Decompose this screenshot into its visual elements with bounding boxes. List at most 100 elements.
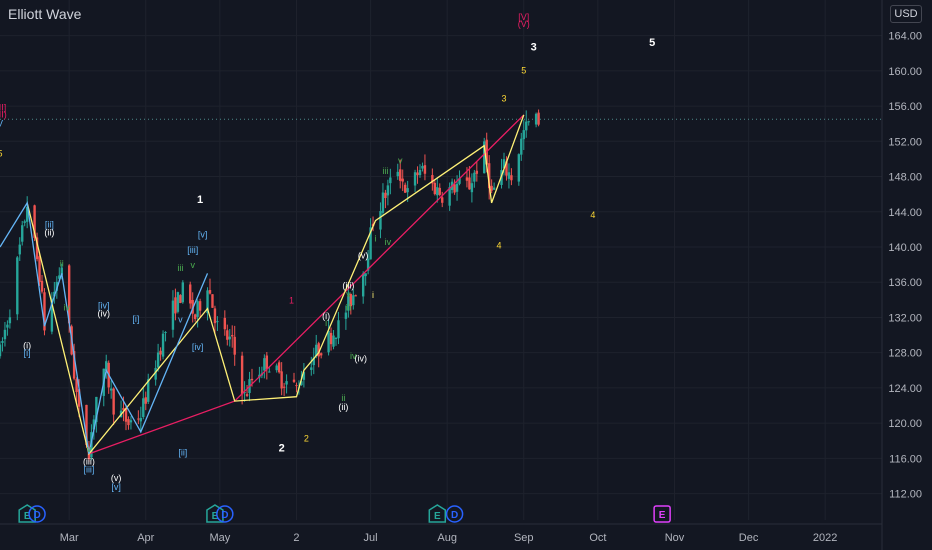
earnings-marker[interactable]: E [206, 504, 224, 523]
candle [164, 331, 167, 342]
candle [263, 354, 266, 379]
candle [337, 311, 340, 345]
wave-label: iii [345, 302, 351, 312]
candle [431, 168, 434, 191]
candle [310, 356, 313, 376]
candle [159, 347, 162, 361]
svg-text:E: E [659, 510, 666, 521]
candle [277, 360, 281, 374]
y-tick-label: 116.00 [889, 453, 922, 465]
candle [124, 405, 128, 431]
candle [455, 175, 459, 201]
candle [6, 320, 9, 336]
y-tick-label: 132.00 [888, 312, 922, 324]
candle [354, 294, 357, 297]
wave-label: v [398, 155, 403, 165]
candle [473, 169, 476, 188]
candle [517, 153, 521, 186]
candle [25, 196, 29, 229]
wave-label: (iii) [342, 280, 354, 290]
wave-label: [i] [132, 314, 139, 324]
candle [8, 309, 12, 329]
candle [228, 329, 231, 347]
candle [347, 288, 350, 318]
x-tick-label: Apr [137, 532, 154, 544]
candle [295, 382, 298, 393]
earnings-marker[interactable]: E [428, 504, 447, 523]
candle [147, 373, 150, 404]
candle [403, 182, 407, 193]
candle [507, 163, 511, 189]
wave-label: (v) [358, 250, 369, 260]
dividend-marker[interactable]: D [28, 505, 46, 523]
candle [211, 294, 214, 308]
y-tick-label: 128.00 [888, 348, 922, 360]
candle [361, 271, 365, 304]
chart-title: Elliott Wave [8, 6, 82, 22]
candle [413, 169, 417, 192]
candle [520, 132, 523, 161]
wave-label: (iv) [98, 309, 111, 319]
candle [35, 232, 39, 262]
wave-label: (i) [322, 311, 330, 321]
candle [381, 183, 385, 217]
candle [522, 119, 525, 150]
wave-label: 1 [289, 295, 294, 305]
wave-label: (i) [23, 340, 31, 350]
candle [50, 292, 54, 335]
earnings-marker[interactable]: E [653, 505, 671, 523]
wave-label: iii [382, 166, 388, 176]
dividend-marker[interactable]: D [216, 505, 234, 523]
y-tick-label: 152.00 [888, 136, 922, 148]
candle [490, 179, 493, 194]
currency-button[interactable]: USD [890, 5, 922, 23]
candle [171, 290, 175, 338]
y-tick-label: 112.00 [889, 489, 922, 501]
svg-text:E: E [24, 511, 31, 522]
dividend-marker[interactable]: D [445, 505, 464, 523]
wave-line-primary[interactable] [26, 114, 525, 456]
x-tick-label: 2 [293, 532, 299, 544]
wave-label: 3 [501, 94, 506, 104]
candle [105, 354, 108, 379]
y-tick-label: 140.00 [888, 242, 922, 254]
wave-label: ii [60, 258, 64, 268]
candle [483, 137, 486, 174]
candle [38, 252, 41, 286]
candle [181, 280, 185, 304]
candle [18, 237, 21, 262]
candle [389, 168, 392, 195]
x-tick-label: Dec [739, 532, 759, 544]
candle [421, 162, 424, 172]
svg-text:E: E [434, 511, 441, 522]
wave-label: (V) [518, 19, 530, 29]
x-tick-label: Nov [665, 532, 685, 544]
candle [487, 155, 491, 200]
y-tick-label: 160.00 [888, 66, 922, 78]
candle [156, 343, 160, 372]
candle [226, 324, 229, 346]
candle [525, 110, 528, 138]
y-tick-label: 136.00 [888, 277, 922, 289]
candle [112, 387, 115, 426]
candle [379, 202, 382, 239]
x-tick-label: Jul [364, 532, 378, 544]
x-tick-label: Sep [514, 532, 534, 544]
wave-line-minuette[interactable] [0, 201, 209, 455]
candle [176, 291, 180, 314]
y-tick-label: 164.00 [888, 31, 922, 43]
candle [137, 410, 140, 425]
candle [233, 325, 236, 366]
candle [196, 299, 199, 328]
price-axis: 112.00 116.00 120.00 124.00 128.00 132.00 136.… [888, 31, 922, 501]
candle [23, 219, 26, 227]
wave-label: [v] [198, 229, 208, 239]
candle [198, 298, 202, 318]
candle [208, 278, 212, 295]
candle [433, 180, 437, 196]
wave-label: V [0, 118, 3, 128]
candle [16, 255, 19, 321]
earnings-marker[interactable]: E [18, 504, 36, 523]
candle [3, 321, 7, 347]
